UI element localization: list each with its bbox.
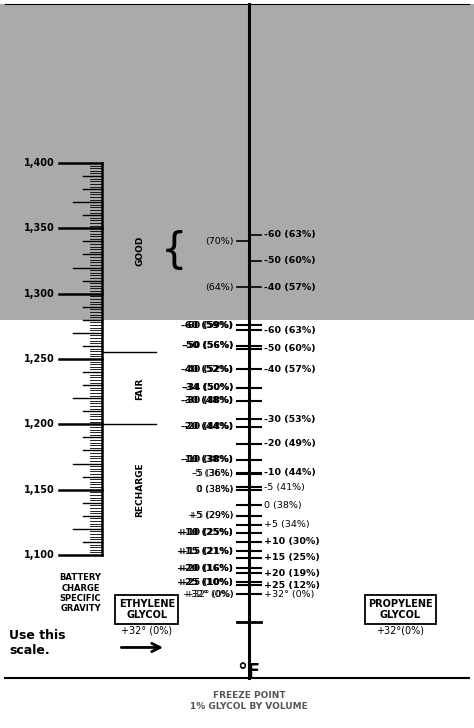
Text: -50 (60%): -50 (60%) <box>264 344 316 353</box>
Text: +32° (0%): +32° (0%) <box>264 590 315 598</box>
Text: -10 (38%): -10 (38%) <box>182 455 233 464</box>
Text: -40 (52%): -40 (52%) <box>182 365 233 374</box>
Text: -10 (38%): -10 (38%) <box>184 455 233 464</box>
Text: 0 (38%): 0 (38%) <box>264 501 302 510</box>
Text: +32° (0%): +32° (0%) <box>186 590 233 598</box>
Text: +25 (10%): +25 (10%) <box>177 578 233 587</box>
Text: -50 (56%): -50 (56%) <box>184 341 233 350</box>
Text: -34 (50%): -34 (50%) <box>184 383 233 392</box>
Text: FREEZE POINT
1% GLYCOL BY VOLUME: FREEZE POINT 1% GLYCOL BY VOLUME <box>190 691 308 711</box>
Text: ETHYLENE
GLYCOL: ETHYLENE GLYCOL <box>119 599 175 620</box>
Text: +5 (34%): +5 (34%) <box>264 521 310 529</box>
Text: -30 (48%): -30 (48%) <box>184 396 233 405</box>
Text: -40 (52%): -40 (52%) <box>184 365 233 374</box>
Text: FAIR: FAIR <box>136 377 144 400</box>
Text: 1,100: 1,100 <box>24 550 55 560</box>
Text: 0 (38%): 0 (38%) <box>198 485 233 494</box>
Text: +25 (12%): +25 (12%) <box>264 580 320 590</box>
Text: (64%): (64%) <box>205 282 233 292</box>
Text: 1,250: 1,250 <box>24 354 55 364</box>
Text: -60 (63%): -60 (63%) <box>264 325 316 335</box>
Text: +20 (16%): +20 (16%) <box>180 563 233 572</box>
Text: -20 (44%): -20 (44%) <box>184 422 233 432</box>
Text: -20 (49%): -20 (49%) <box>264 440 316 448</box>
Text: +15 (21%): +15 (21%) <box>180 547 233 555</box>
Text: -50 (56%): -50 (56%) <box>182 341 233 350</box>
Text: 1,400: 1,400 <box>24 158 55 168</box>
Text: {: { <box>161 230 188 272</box>
Text: (70%): (70%) <box>205 237 233 246</box>
Text: -5 (36%): -5 (36%) <box>192 470 233 478</box>
Text: +5 (29%): +5 (29%) <box>188 511 233 521</box>
Text: -40 (57%): -40 (57%) <box>264 365 316 374</box>
Text: +32° (0%): +32° (0%) <box>121 625 173 636</box>
Text: -5 (36%): -5 (36%) <box>194 470 233 478</box>
Text: 1,350: 1,350 <box>24 223 55 234</box>
Text: 1,200: 1,200 <box>24 419 55 430</box>
Text: +32°(0%): +32°(0%) <box>376 625 425 636</box>
Text: BATTERY
CHARGE
SPECIFIC
GRAVITY: BATTERY CHARGE SPECIFIC GRAVITY <box>60 573 101 614</box>
Bar <box>0 4 474 320</box>
Text: 1,150: 1,150 <box>24 485 55 494</box>
Text: -10 (44%): -10 (44%) <box>264 468 316 477</box>
Text: +20 (16%): +20 (16%) <box>177 563 233 572</box>
Text: +20 (19%): +20 (19%) <box>264 569 320 578</box>
Text: 0 (38%): 0 (38%) <box>196 485 233 494</box>
Text: +10 (30%): +10 (30%) <box>264 537 320 547</box>
Text: -50 (60%): -50 (60%) <box>264 256 316 266</box>
Text: +25 (10%): +25 (10%) <box>180 578 233 587</box>
Text: GOOD: GOOD <box>136 236 144 266</box>
Text: +15 (21%): +15 (21%) <box>177 547 233 555</box>
Text: -60 (59%): -60 (59%) <box>182 320 233 330</box>
Text: +5 (29%): +5 (29%) <box>190 511 233 521</box>
Text: RECHARGE: RECHARGE <box>136 462 144 517</box>
Text: -34 (50%): -34 (50%) <box>182 383 233 392</box>
Text: -30 (48%): -30 (48%) <box>182 396 233 405</box>
Text: -30 (53%): -30 (53%) <box>264 415 316 424</box>
Text: °F: °F <box>237 662 260 681</box>
Text: +15 (25%): +15 (25%) <box>264 553 320 562</box>
Text: Use this
scale.: Use this scale. <box>9 629 66 657</box>
Text: +10 (25%): +10 (25%) <box>180 529 233 537</box>
Text: +32° (0%): +32° (0%) <box>183 590 233 598</box>
Text: -5 (41%): -5 (41%) <box>264 483 305 491</box>
Text: -60 (59%): -60 (59%) <box>184 320 233 330</box>
Text: PROPYLENE
GLYCOL: PROPYLENE GLYCOL <box>368 599 433 620</box>
Text: +10 (25%): +10 (25%) <box>177 529 233 537</box>
Text: 1,300: 1,300 <box>24 289 55 298</box>
Text: -60 (63%): -60 (63%) <box>264 230 316 240</box>
Text: -40 (57%): -40 (57%) <box>264 282 316 292</box>
Text: -20 (44%): -20 (44%) <box>182 422 233 432</box>
